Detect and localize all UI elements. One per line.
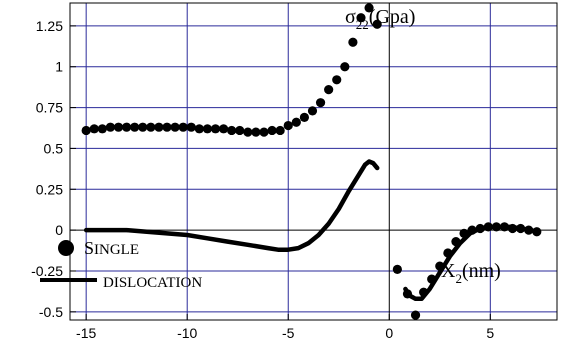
data-point <box>138 122 148 132</box>
data-point <box>392 264 402 274</box>
plot-frame <box>69 2 558 321</box>
data-point <box>210 124 221 134</box>
data-point <box>130 122 140 132</box>
data-point <box>146 122 156 132</box>
data-point <box>291 117 301 127</box>
data-point <box>356 13 366 23</box>
data-point <box>532 227 542 237</box>
y-tick-label: 0 <box>55 222 63 238</box>
data-point <box>89 124 99 134</box>
data-point <box>443 248 453 258</box>
data-point <box>178 122 188 132</box>
data-point <box>315 98 326 108</box>
data-point <box>105 122 116 132</box>
data-point <box>324 85 334 95</box>
grid <box>70 3 557 320</box>
data-point <box>113 122 124 132</box>
legend: SINGLE DISLOCATION <box>40 238 202 291</box>
legend-line1: SINGLE <box>84 238 139 258</box>
x-tick-label: 0 <box>385 325 393 341</box>
data-point <box>162 122 172 132</box>
x-axis-label-main: X <box>441 260 456 282</box>
y-tick-label: -0.25 <box>31 263 63 279</box>
data-point <box>121 122 132 132</box>
data-point <box>235 125 245 136</box>
legend-line1-first: S <box>84 238 94 258</box>
data-point <box>475 223 485 234</box>
data-point <box>340 62 350 72</box>
x-tick-label: 5 <box>486 325 494 341</box>
data-point <box>507 223 518 234</box>
series-dot-layer <box>81 3 542 320</box>
data-point <box>299 112 310 122</box>
data-point <box>348 37 358 47</box>
tick-labels: -15 -10 -5 0 5 1.25 1 0.75 0.5 0.25 0 -0.25 -0.5 <box>31 18 494 341</box>
legend-line1-rest: INGLE <box>94 242 139 258</box>
y-tick-label: 0.5 <box>44 140 64 156</box>
x-axis-label-sub: 2 <box>455 271 462 286</box>
data-point <box>483 222 493 232</box>
y-axis-label-main: σ <box>345 6 356 28</box>
legend-dot-marker <box>58 240 74 256</box>
x-tick-label: -10 <box>177 325 197 341</box>
data-point <box>97 124 107 134</box>
x-tick-label: -15 <box>76 325 96 341</box>
data-point <box>251 127 261 137</box>
data-point <box>372 19 382 29</box>
data-point <box>275 125 285 136</box>
data-point <box>202 124 213 134</box>
data-point <box>259 127 269 137</box>
data-point <box>170 122 180 132</box>
x-axis-label: X2(nm) <box>441 260 501 286</box>
data-point <box>81 125 91 136</box>
y-tick-label: -0.5 <box>39 304 63 320</box>
data-point <box>332 75 342 85</box>
data-point <box>524 225 534 235</box>
data-point <box>267 125 277 136</box>
data-point <box>227 125 237 136</box>
data-point <box>499 222 510 232</box>
y-tick-label: 1 <box>55 59 63 75</box>
data-point <box>410 310 421 320</box>
data-point <box>402 289 413 299</box>
y-axis-label-sub: 22 <box>356 17 369 32</box>
data-point <box>283 120 293 131</box>
data-point <box>467 225 477 235</box>
data-point <box>516 223 526 234</box>
data-point <box>435 261 445 271</box>
data-point <box>243 127 253 137</box>
y-tick-label: 0.75 <box>36 100 63 116</box>
data-point <box>427 274 437 284</box>
data-point <box>459 228 469 238</box>
data-point <box>194 124 204 134</box>
data-point <box>419 287 429 297</box>
y-tick-label: 1.25 <box>36 18 63 34</box>
series-line-segment <box>83 159 380 252</box>
data-point <box>186 122 196 132</box>
y-tick-label: 0.25 <box>36 181 63 197</box>
data-point <box>218 124 229 134</box>
legend-line2: DISLOCATION <box>103 275 202 291</box>
x-axis-label-unit: (nm) <box>462 260 501 282</box>
data-point <box>491 222 501 232</box>
data-point <box>154 122 164 132</box>
data-point <box>451 236 461 247</box>
x-tick-label: -5 <box>282 325 295 341</box>
y-axis-label: σ22(Gpa) <box>345 6 415 32</box>
y-axis-label-unit: (Gpa) <box>369 6 416 28</box>
data-point <box>364 3 374 13</box>
data-point <box>307 106 318 116</box>
